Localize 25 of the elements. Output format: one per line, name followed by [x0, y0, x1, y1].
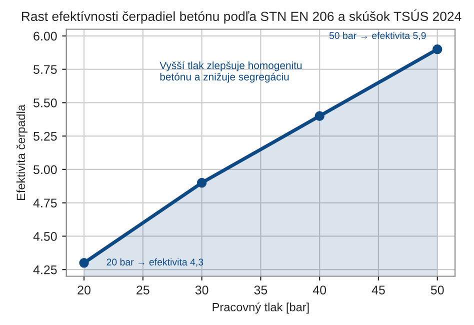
annotation: Vyšší tlak zlepšuje homogenitu betónu a znižuje segregáciu: [160, 61, 302, 83]
point: [196, 178, 207, 188]
x-tick-label: 30: [195, 286, 208, 294]
y-tick-label: 5.25: [34, 132, 57, 141]
y-tick-label: 4.50: [33, 232, 57, 241]
point: [432, 44, 442, 54]
y-tick-label: 4.75: [33, 198, 57, 208]
annotation: 20 bar → efektivita 4,3: [106, 258, 204, 267]
y-axis-title: Efektivita čerpadla: [16, 104, 28, 200]
x-tick-label: 20: [78, 286, 90, 294]
point: [79, 258, 89, 268]
x-tick-label: 35: [254, 286, 268, 294]
point: [314, 111, 324, 121]
x-tick-label: 40: [312, 286, 326, 294]
y-tick-label: 6.00: [34, 32, 57, 41]
x-axis-title: Pracovný tlak [bar]: [212, 302, 309, 314]
x-tick-label: 25: [136, 286, 150, 294]
y-tick-label: 4.25: [33, 265, 57, 274]
y-tick-label: 5.75: [34, 65, 57, 74]
chart-title: Rast efektívnosti čerpadiel betónu podľa STN EN 206 a skúšok TSÚS 2024: [22, 9, 462, 24]
annotation: 50 bar → efektivita 5,9: [329, 32, 426, 40]
y-tick-label: 5.00: [34, 165, 57, 174]
y-tick-label: 5.50: [34, 98, 57, 108]
x-tick-label: 50: [430, 286, 444, 294]
x-tick-label: 45: [372, 286, 385, 294]
